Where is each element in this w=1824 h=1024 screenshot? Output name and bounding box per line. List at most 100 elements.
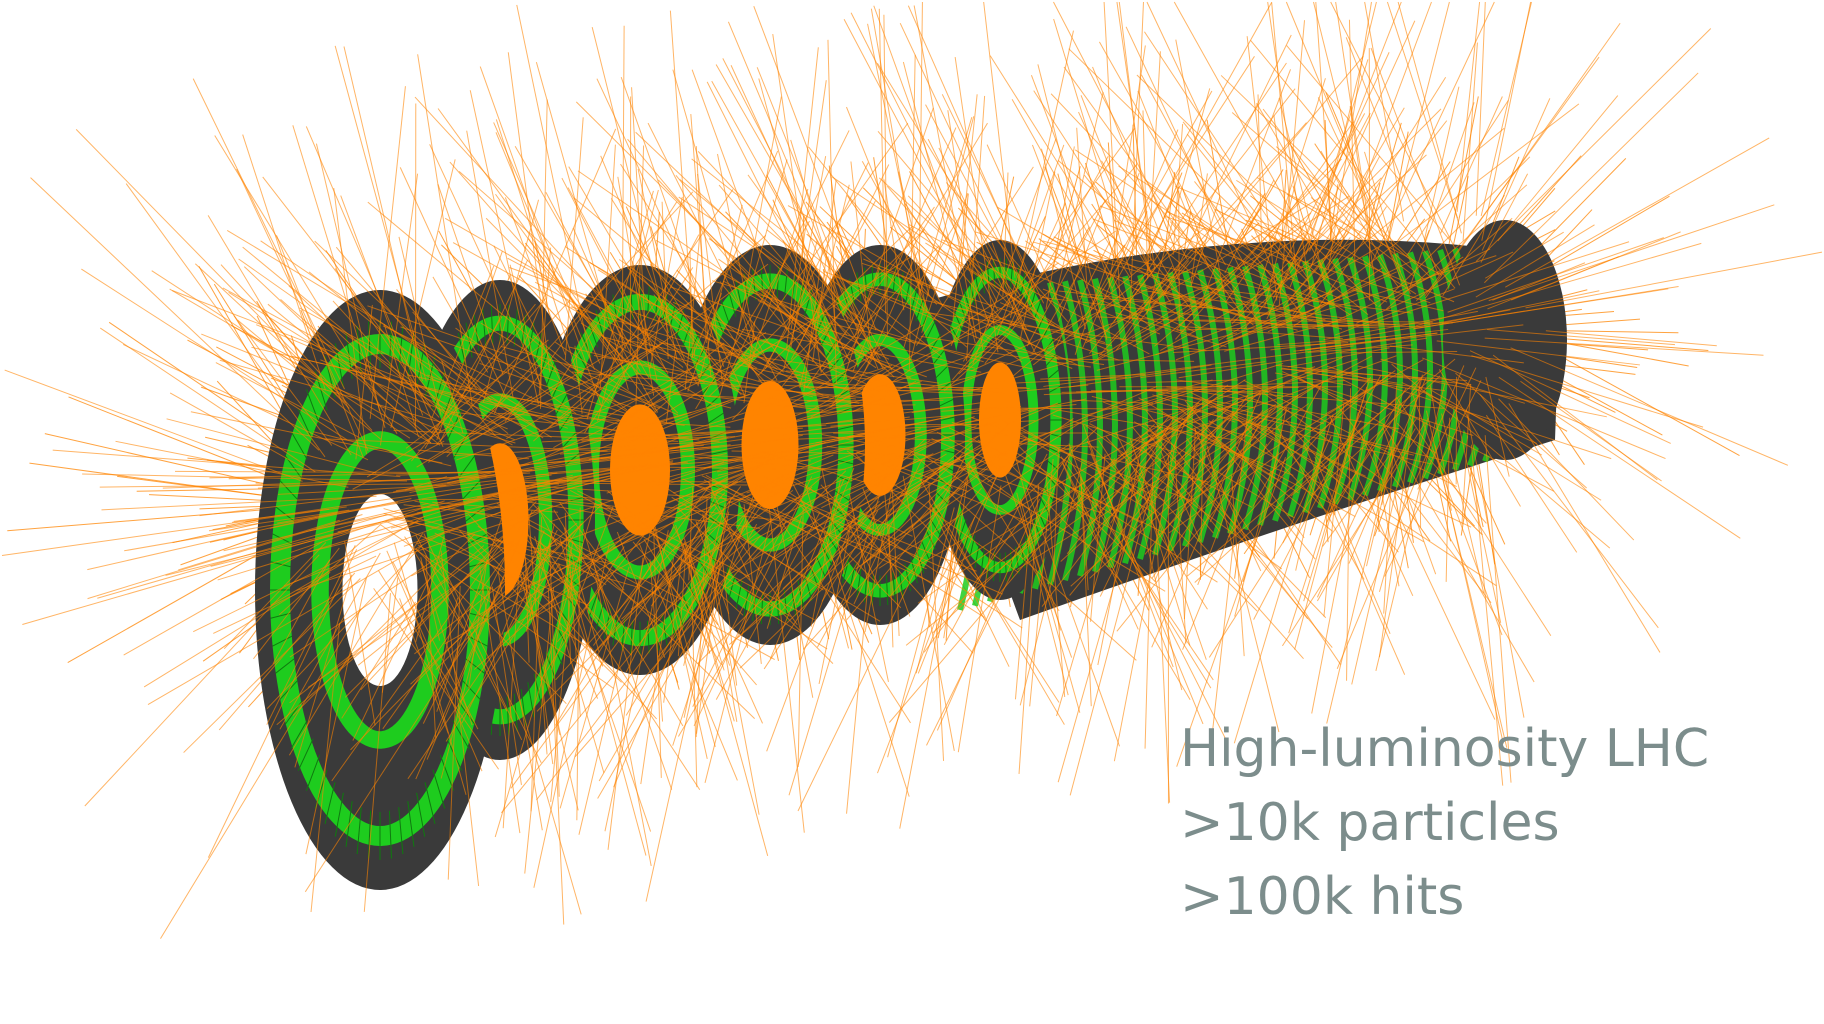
particle-track xyxy=(1475,1,1486,216)
disk-module-segment xyxy=(1009,550,1014,579)
particle-track xyxy=(549,461,725,523)
particle-track xyxy=(631,87,647,348)
disk-module-segment xyxy=(424,782,436,824)
particle-track xyxy=(1115,260,1190,351)
particle-track xyxy=(920,335,1105,366)
particle-track xyxy=(826,404,963,425)
particle-track xyxy=(1184,400,1316,560)
particle-track xyxy=(649,559,664,722)
particle-track xyxy=(618,259,778,370)
particle-track xyxy=(743,504,762,665)
particle-track xyxy=(659,435,725,452)
disk-bore xyxy=(741,381,799,509)
particle-track xyxy=(143,571,331,688)
particle-track xyxy=(1330,1,1456,250)
particle-track xyxy=(1431,389,1543,456)
particle-track xyxy=(766,487,805,833)
particle-track xyxy=(666,487,824,591)
particle-track xyxy=(790,200,876,360)
particle-track xyxy=(830,403,1077,427)
particle-track xyxy=(1016,492,1069,696)
disk-module-segment xyxy=(885,574,889,606)
particle-track xyxy=(468,513,657,720)
disk-module-segment xyxy=(832,371,847,386)
particle-track xyxy=(1010,258,1152,379)
particle-track xyxy=(840,122,988,367)
particle-track xyxy=(1155,297,1309,356)
particle-track xyxy=(530,494,698,603)
particle-track xyxy=(81,268,348,441)
particle-track xyxy=(507,493,652,511)
particle-track xyxy=(821,433,896,449)
particle-track xyxy=(849,493,889,682)
particle-track xyxy=(1163,34,1292,297)
particle-track xyxy=(542,427,803,443)
particle-track xyxy=(962,127,1136,362)
particle-track xyxy=(320,359,515,441)
particle-track xyxy=(1136,74,1378,307)
particle-track xyxy=(1485,414,1578,553)
particle-track xyxy=(756,67,879,370)
particle-track xyxy=(1275,364,1472,385)
particle-track xyxy=(479,362,647,422)
particle-track xyxy=(788,457,892,796)
particle-track xyxy=(632,541,757,686)
particle-track xyxy=(643,476,823,631)
particle-track xyxy=(678,395,829,436)
disk-module-segment xyxy=(272,635,293,647)
particle-track xyxy=(398,346,552,438)
disk-module-segment xyxy=(929,334,941,353)
disk-module-segment xyxy=(520,314,527,352)
particle-track xyxy=(764,162,869,369)
disk-module-segment xyxy=(324,782,336,824)
particle-track xyxy=(713,503,798,626)
disk-module-segment xyxy=(968,535,976,561)
particle-track xyxy=(1382,423,1535,683)
disk-module-segment xyxy=(279,479,299,501)
particle-track xyxy=(278,523,382,616)
particle-tracks-front xyxy=(1,1,1823,939)
particle-track xyxy=(1356,251,1514,324)
disk-module-segment xyxy=(958,518,967,541)
particle-track xyxy=(1018,484,1040,774)
particle-track xyxy=(1380,358,1525,404)
particle-track xyxy=(1057,216,1101,322)
particle-track xyxy=(469,90,539,405)
particle-track xyxy=(1118,355,1397,457)
disk-module-segment xyxy=(612,614,619,646)
particle-track xyxy=(1092,218,1319,309)
particle-track xyxy=(1068,364,1212,388)
particle-track xyxy=(537,344,775,462)
barrel-module-ring xyxy=(1137,274,1163,560)
particle-track xyxy=(729,262,831,355)
particle-track xyxy=(623,331,767,423)
particle-track xyxy=(726,416,975,504)
particle-track xyxy=(1484,72,1699,284)
particle-track xyxy=(1050,93,1239,292)
particle-track xyxy=(1054,91,1104,300)
particle-track xyxy=(805,368,886,414)
particle-track xyxy=(1440,96,1503,234)
barrel-module-ring xyxy=(1152,272,1178,556)
particle-track xyxy=(1176,322,1453,331)
particle-track xyxy=(1243,225,1329,330)
particle-track xyxy=(657,535,761,658)
particle-track xyxy=(941,94,1045,304)
particle-track xyxy=(654,256,912,421)
particle-track xyxy=(190,411,443,464)
particle-track xyxy=(706,81,837,339)
particle-track xyxy=(382,549,511,730)
disk-module-segment xyxy=(993,258,996,288)
particle-track xyxy=(192,520,419,633)
particle-track xyxy=(691,150,779,359)
particle-track xyxy=(907,195,1011,307)
particle-track xyxy=(1052,449,1059,582)
particle-track xyxy=(1144,389,1255,409)
particle-track xyxy=(903,117,973,349)
particle-track xyxy=(432,501,558,513)
particle-track xyxy=(1233,414,1334,744)
particle-track xyxy=(823,271,1073,369)
particle-track xyxy=(1154,492,1171,803)
particle-track xyxy=(1041,401,1200,607)
disk-module-segment xyxy=(783,589,788,622)
